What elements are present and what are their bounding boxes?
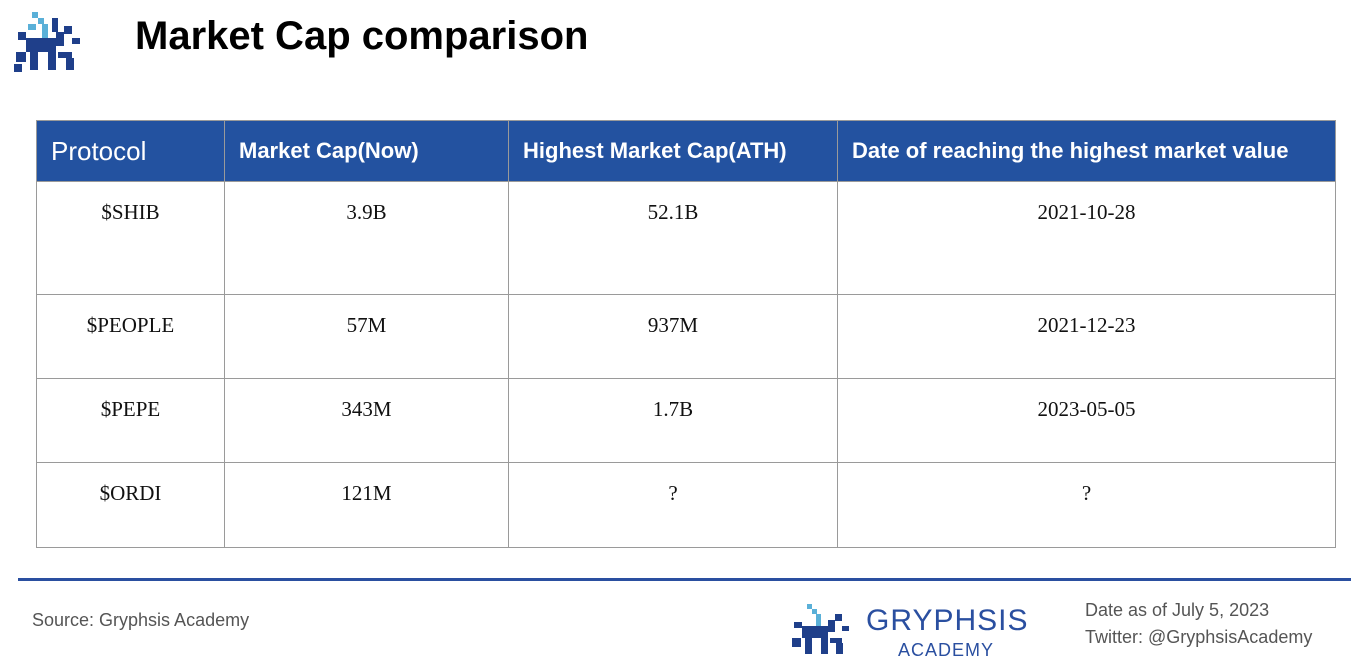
date-note: Date as of July 5, 2023 <box>1085 600 1270 620</box>
table-cell: 121M <box>224 462 509 548</box>
table-row: $PEPE 343M 1.7B 2023-05-05 <box>36 378 1336 463</box>
table-cell: 1.7B <box>508 378 838 463</box>
column-header: Highest Market Cap(ATH) <box>508 120 838 182</box>
table-cell: ? <box>837 462 1336 548</box>
table-cell: 2023-05-05 <box>837 378 1336 463</box>
header-row: Protocol Market Cap(Now) Highest Market Ca… <box>36 120 1336 182</box>
table-cell: 2021-10-28 <box>837 181 1336 295</box>
brand-sub: ACADEMY <box>898 640 995 660</box>
table-row: $ORDI 121M?? <box>36 462 1336 548</box>
source: Source: Gryphsis Academy <box>32 610 250 630</box>
table-cell: 2021-12-23 <box>837 294 1336 379</box>
twitter: Twitter: @GryphsisAcademy <box>1085 627 1313 647</box>
table-cell: ? <box>508 462 838 548</box>
brand: GRYPHSIS <box>866 604 1029 637</box>
title: Market Cap comparison <box>135 14 589 58</box>
table-row: $SHIB 3.9B 52.1B 2021-10-28 <box>36 181 1336 295</box>
logo <box>14 12 80 72</box>
table-cell: $SHIB <box>36 181 225 295</box>
table-cell: 52.1B <box>508 181 838 295</box>
table-cell: $PEOPLE <box>36 294 225 379</box>
table-cell: $ORDI <box>36 462 225 548</box>
table-cell: 343M <box>224 378 509 463</box>
table-cell: 937M <box>508 294 838 379</box>
table-row: $PEOPLE 57M 937M 2021-12-23 <box>36 294 1336 379</box>
column-header: Protocol <box>36 120 225 182</box>
column-header: Date of reaching the highest market valu… <box>837 120 1336 182</box>
table-cell: $PEPE <box>36 378 225 463</box>
footer-logo <box>792 604 849 654</box>
column-header: Market Cap(Now) <box>224 120 509 182</box>
table: Protocol Market Cap(Now) Highest Market Ca… <box>36 120 1336 548</box>
table-cell: 57M <box>224 294 509 379</box>
divider <box>18 578 1351 581</box>
table-cell: 3.9B <box>224 181 509 295</box>
